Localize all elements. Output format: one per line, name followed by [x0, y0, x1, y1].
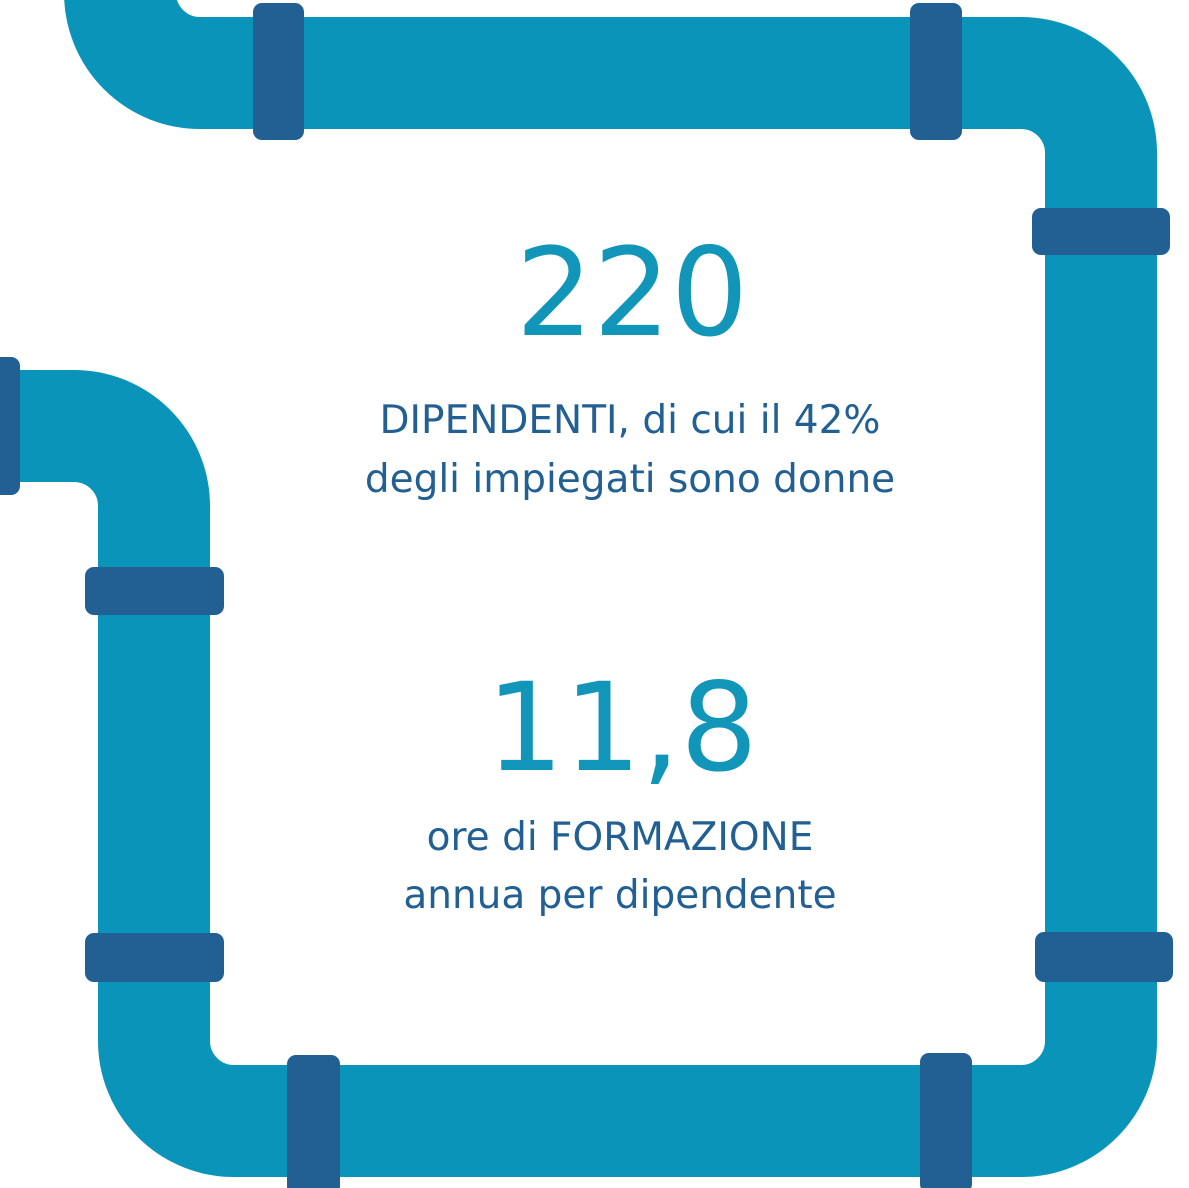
page: 220 DIPENDENTI, di cui il 42% degli impi…	[0, 0, 1189, 1188]
clamp	[1035, 932, 1173, 982]
clamp	[253, 3, 304, 140]
clamp	[85, 567, 224, 615]
stat-text: ore di FORMAZIONE	[427, 815, 814, 860]
clamp	[287, 1055, 340, 1188]
stat-number: 220	[516, 222, 749, 364]
stat-text: DIPENDENTI, di cui il 42%	[380, 398, 881, 443]
clamp	[920, 1053, 972, 1188]
clamp	[85, 933, 224, 982]
stat-text: degli impiegati sono donne	[365, 457, 895, 502]
infographic: 220 DIPENDENTI, di cui il 42% degli impi…	[0, 0, 1189, 1188]
clamp	[910, 3, 962, 140]
clamp	[0, 357, 20, 495]
clamp	[1032, 208, 1170, 255]
stat-text: annua per dipendente	[403, 873, 836, 918]
stat-number: 11,8	[486, 657, 758, 799]
